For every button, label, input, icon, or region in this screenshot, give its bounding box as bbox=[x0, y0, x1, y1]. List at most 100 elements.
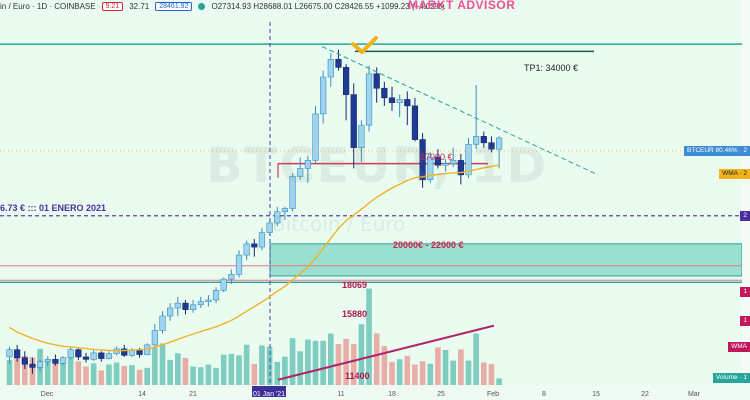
candle-body bbox=[404, 99, 411, 107]
volume-bar bbox=[404, 355, 411, 385]
candle-body bbox=[67, 349, 74, 359]
volume-bar bbox=[419, 361, 426, 385]
volume-bar bbox=[481, 362, 487, 385]
volume-bar bbox=[458, 349, 464, 385]
candle-body bbox=[90, 352, 97, 360]
x-tick-label: Mar bbox=[688, 391, 701, 398]
support-zone-20000-22000 bbox=[269, 243, 743, 277]
x-tick-label: 22 bbox=[641, 391, 649, 398]
candle-body bbox=[442, 163, 449, 166]
volume-bar bbox=[274, 361, 281, 385]
volume-bar bbox=[197, 367, 204, 385]
candle-body bbox=[274, 211, 281, 224]
candle-body bbox=[480, 136, 487, 144]
volume-bar bbox=[67, 357, 74, 385]
volume-bar bbox=[389, 361, 395, 385]
candle-body bbox=[365, 73, 373, 126]
candle-body bbox=[312, 113, 319, 161]
candle-body bbox=[266, 222, 273, 233]
volume-bar bbox=[412, 364, 418, 385]
x-axis-background bbox=[0, 385, 750, 400]
volume-bar bbox=[220, 354, 227, 385]
candle-body bbox=[335, 59, 342, 68]
candle-body bbox=[82, 356, 90, 360]
candle-body bbox=[205, 299, 212, 302]
candle-body bbox=[151, 330, 158, 346]
volume-bar bbox=[350, 344, 357, 385]
volume-bar bbox=[152, 347, 158, 385]
volume-bar bbox=[442, 350, 449, 385]
volume-bar bbox=[243, 344, 250, 385]
level-27000-label: 27000 € bbox=[420, 152, 453, 162]
volume-bar bbox=[228, 353, 235, 385]
ask-price[interactable]: 28461.92 bbox=[155, 2, 193, 11]
candle-body bbox=[182, 302, 189, 310]
candle-body bbox=[258, 232, 266, 248]
candle-body bbox=[174, 302, 181, 309]
volume-bar bbox=[236, 355, 242, 385]
candle-body bbox=[381, 87, 388, 99]
bid-price[interactable]: 9.21 bbox=[101, 2, 124, 11]
candle-body bbox=[297, 168, 304, 177]
volume-bar bbox=[106, 364, 112, 385]
volume-bar bbox=[190, 366, 196, 385]
volume-bar bbox=[90, 363, 97, 385]
volume-bar bbox=[381, 346, 388, 385]
candle-body bbox=[473, 136, 480, 145]
volume-bar bbox=[167, 359, 173, 385]
volume-bar bbox=[14, 357, 20, 385]
candle-body bbox=[388, 97, 396, 103]
candle-body bbox=[197, 301, 204, 306]
candle-body bbox=[167, 307, 174, 317]
candle-body bbox=[235, 254, 243, 275]
candle-body bbox=[373, 73, 380, 89]
volume-bar bbox=[6, 359, 13, 385]
volume-bar bbox=[205, 364, 212, 385]
volume-bar bbox=[129, 365, 135, 385]
candle-body bbox=[128, 350, 136, 356]
candle-body bbox=[6, 349, 13, 358]
x-tick-label: 11 bbox=[337, 391, 344, 398]
candle-body bbox=[14, 349, 21, 359]
ohlc-values: O27314.93 H28688.01 L26675.00 C28426.55 … bbox=[211, 2, 445, 11]
candle-body bbox=[36, 361, 44, 368]
candle-body bbox=[21, 357, 28, 365]
volume-bar bbox=[473, 333, 479, 385]
candle-body bbox=[419, 139, 426, 180]
symbol-title[interactable]: in / Euro · 1D · COINBASE bbox=[0, 2, 96, 11]
symbol-header: in / Euro · 1D · COINBASE 9.21 32.71 284… bbox=[0, 2, 445, 11]
volume-bar bbox=[450, 360, 456, 385]
enero-label: 6.73 € ::: 01 ENERO 2021 bbox=[0, 203, 107, 213]
candle-body bbox=[75, 349, 82, 358]
candle-body bbox=[243, 243, 250, 256]
volume-bar bbox=[121, 365, 128, 385]
x-tick-label: 15 bbox=[592, 391, 600, 398]
descending-trendline bbox=[321, 46, 599, 176]
market-status-icon bbox=[198, 3, 206, 10]
candle-body bbox=[289, 176, 296, 209]
x-axis-highlight bbox=[252, 386, 286, 397]
candle-body bbox=[281, 208, 289, 213]
purple-level-tag: 2 bbox=[740, 211, 750, 221]
candle-body bbox=[411, 105, 419, 140]
candle-body bbox=[98, 352, 105, 359]
candle-body bbox=[52, 359, 59, 364]
x-tick-label: 8 bbox=[542, 391, 546, 398]
tp1-label: TP1: 34000 € bbox=[524, 63, 579, 73]
candle-body bbox=[44, 359, 51, 363]
volume-bar bbox=[175, 353, 181, 385]
volume-bar bbox=[251, 363, 258, 385]
candle-body bbox=[212, 290, 220, 301]
volume-bar bbox=[427, 363, 434, 385]
volume-18069-tag: 1 bbox=[740, 287, 750, 297]
volume-bar bbox=[136, 369, 143, 385]
x-tick-label: 21 bbox=[189, 391, 197, 398]
volume-bar bbox=[52, 363, 59, 385]
volume-bar bbox=[144, 367, 150, 385]
volume-bar bbox=[289, 338, 296, 385]
volume-15880-tag: 1 bbox=[740, 316, 750, 326]
volume-bar bbox=[358, 324, 365, 385]
candle-body bbox=[251, 243, 258, 248]
